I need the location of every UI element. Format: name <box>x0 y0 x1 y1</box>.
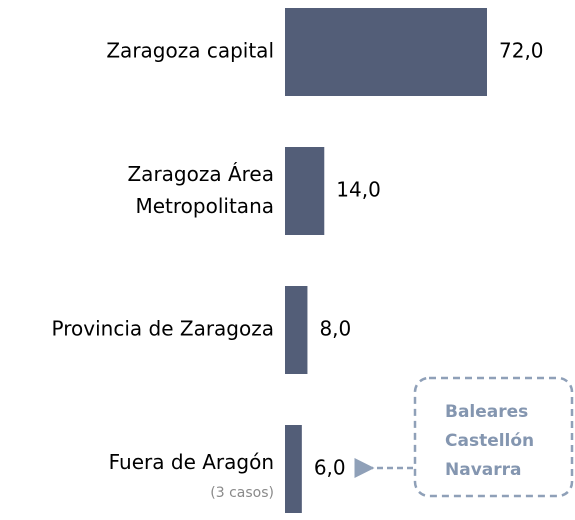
bar <box>285 8 487 96</box>
bar <box>285 425 302 513</box>
callout-text: Baleares <box>445 402 528 422</box>
value-label: 14,0 <box>336 178 381 202</box>
bar <box>285 147 325 235</box>
value-label: 6,0 <box>314 456 346 480</box>
value-label: 72,0 <box>499 39 544 63</box>
category-label: Provincia de Zaragoza <box>52 317 274 341</box>
value-label: 8,0 <box>319 317 351 341</box>
category-label: Zaragoza Área Metropolitana <box>127 162 274 218</box>
callout-text: Castellón <box>445 431 534 451</box>
callout-box <box>413 376 574 498</box>
bar <box>285 286 308 374</box>
category-label: Zaragoza capital <box>106 39 274 63</box>
callout-text: Navarra <box>445 460 522 480</box>
category-label: Fuera de Aragón <box>109 450 274 474</box>
note: (3 casos) <box>210 485 274 501</box>
